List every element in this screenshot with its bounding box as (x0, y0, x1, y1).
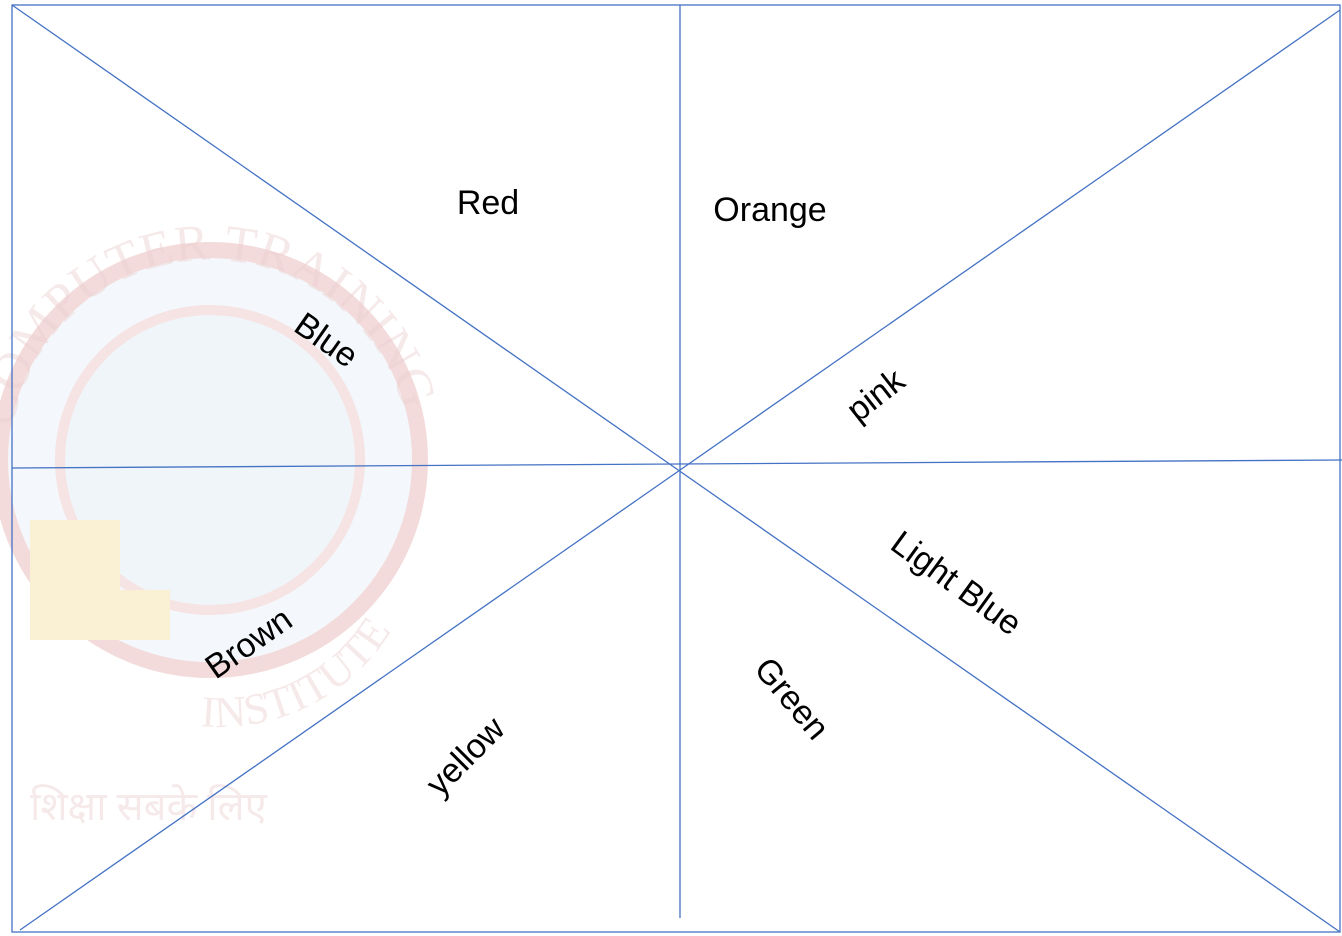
label: Red (457, 184, 519, 222)
label: Green (747, 650, 837, 747)
label: yellow (419, 709, 513, 803)
watermark: COMPUTER TRAINING INSTITUTE शिक्षा सबके … (0, 214, 447, 829)
label: Light Blue (884, 524, 1029, 644)
label: Orange (713, 191, 826, 229)
horizontal-line (11, 459, 1342, 469)
watermark-tagline: शिक्षा सबके लिए (30, 784, 268, 829)
watermark-shape (110, 590, 170, 640)
watermark-shape (30, 520, 120, 640)
diagonal (11, 4, 1341, 933)
frame (11, 4, 1341, 933)
watermark-globe (55, 305, 365, 615)
label: pink (839, 361, 912, 430)
